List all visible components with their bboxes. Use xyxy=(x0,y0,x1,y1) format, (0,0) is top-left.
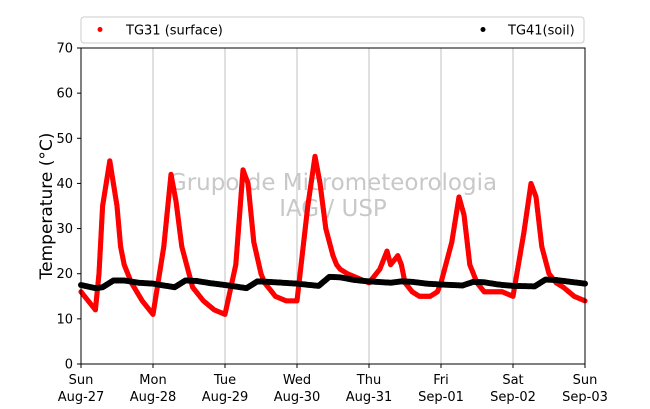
legend-marker-surface xyxy=(97,27,103,32)
x-tick-label-day: Mon xyxy=(139,373,166,388)
x-tick-label-day: Sun xyxy=(573,373,598,388)
watermark-line-1: Grupo de Micrometeorologia xyxy=(169,170,497,196)
series-layer xyxy=(78,153,588,317)
x-tick-label-date: Aug-30 xyxy=(274,390,321,405)
x-tick-label-day: Sun xyxy=(69,373,94,388)
x-tick-label-date: Aug-28 xyxy=(130,390,177,405)
x-tick-label-date: Aug-27 xyxy=(58,390,105,405)
x-tick-label-date: Sep-03 xyxy=(562,390,608,405)
x-tick-label-day: Sat xyxy=(502,373,523,388)
x-tick-label-day: Tue xyxy=(213,373,236,388)
legend: TG31 (surface) TG41(soil) xyxy=(80,16,585,44)
y-tick-label: 20 xyxy=(56,267,73,282)
x-tick-label-date: Sep-02 xyxy=(490,390,536,405)
x-tick-label-day: Fri xyxy=(433,373,449,388)
x-tick-label-date: Aug-31 xyxy=(346,390,393,405)
x-tick-label-date: Aug-29 xyxy=(202,390,249,405)
watermark-line-2: IAG / USP xyxy=(279,196,387,222)
x-tick-label-date: Sep-01 xyxy=(418,390,464,405)
y-tick-label: 50 xyxy=(56,132,73,147)
x-tick-label-day: Thu xyxy=(356,373,381,388)
y-tick-label: 0 xyxy=(65,358,73,373)
x-tick-label-day: Wed xyxy=(283,373,311,388)
series-1 xyxy=(78,273,588,292)
legend-label-soil: TG41(soil) xyxy=(507,24,575,39)
plot-frame xyxy=(80,47,586,365)
y-tick-label: 60 xyxy=(56,87,73,102)
y-axis-label: Temperature (°C) xyxy=(37,133,57,281)
y-tick-label: 40 xyxy=(56,177,73,192)
legend-marker-soil xyxy=(480,27,486,32)
axis-ticks: Sun Aug-27 Mon Aug-28 Tue Aug-29 Wed Aug-30 Thu A… xyxy=(56,42,607,406)
legend-box xyxy=(80,16,585,44)
y-tick-label: 10 xyxy=(56,312,73,327)
y-tick-label: 70 xyxy=(56,42,73,57)
y-tick-label: 30 xyxy=(56,222,73,237)
legend-label-surface: TG31 (surface) xyxy=(125,24,223,39)
